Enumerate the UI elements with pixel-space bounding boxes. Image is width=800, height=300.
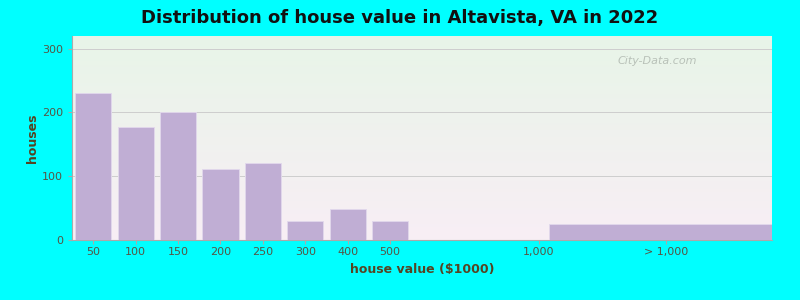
Bar bbox=[202, 169, 238, 240]
Bar bbox=[118, 127, 154, 240]
Text: Distribution of house value in Altavista, VA in 2022: Distribution of house value in Altavista… bbox=[142, 9, 658, 27]
Bar bbox=[245, 164, 281, 240]
Bar bbox=[372, 221, 408, 240]
Bar bbox=[330, 209, 366, 240]
Text: City-Data.com: City-Data.com bbox=[618, 56, 698, 66]
Bar bbox=[202, 169, 238, 240]
Bar bbox=[550, 224, 782, 240]
Bar bbox=[372, 221, 408, 240]
Bar bbox=[245, 164, 281, 240]
Bar bbox=[550, 224, 782, 240]
Bar bbox=[160, 112, 196, 240]
Bar bbox=[160, 112, 196, 240]
X-axis label: house value ($1000): house value ($1000) bbox=[350, 262, 494, 275]
Bar bbox=[75, 93, 111, 240]
Y-axis label: houses: houses bbox=[26, 113, 39, 163]
Bar bbox=[330, 209, 366, 240]
Bar bbox=[287, 221, 323, 240]
Bar bbox=[118, 127, 154, 240]
Bar bbox=[287, 221, 323, 240]
Bar bbox=[75, 93, 111, 240]
